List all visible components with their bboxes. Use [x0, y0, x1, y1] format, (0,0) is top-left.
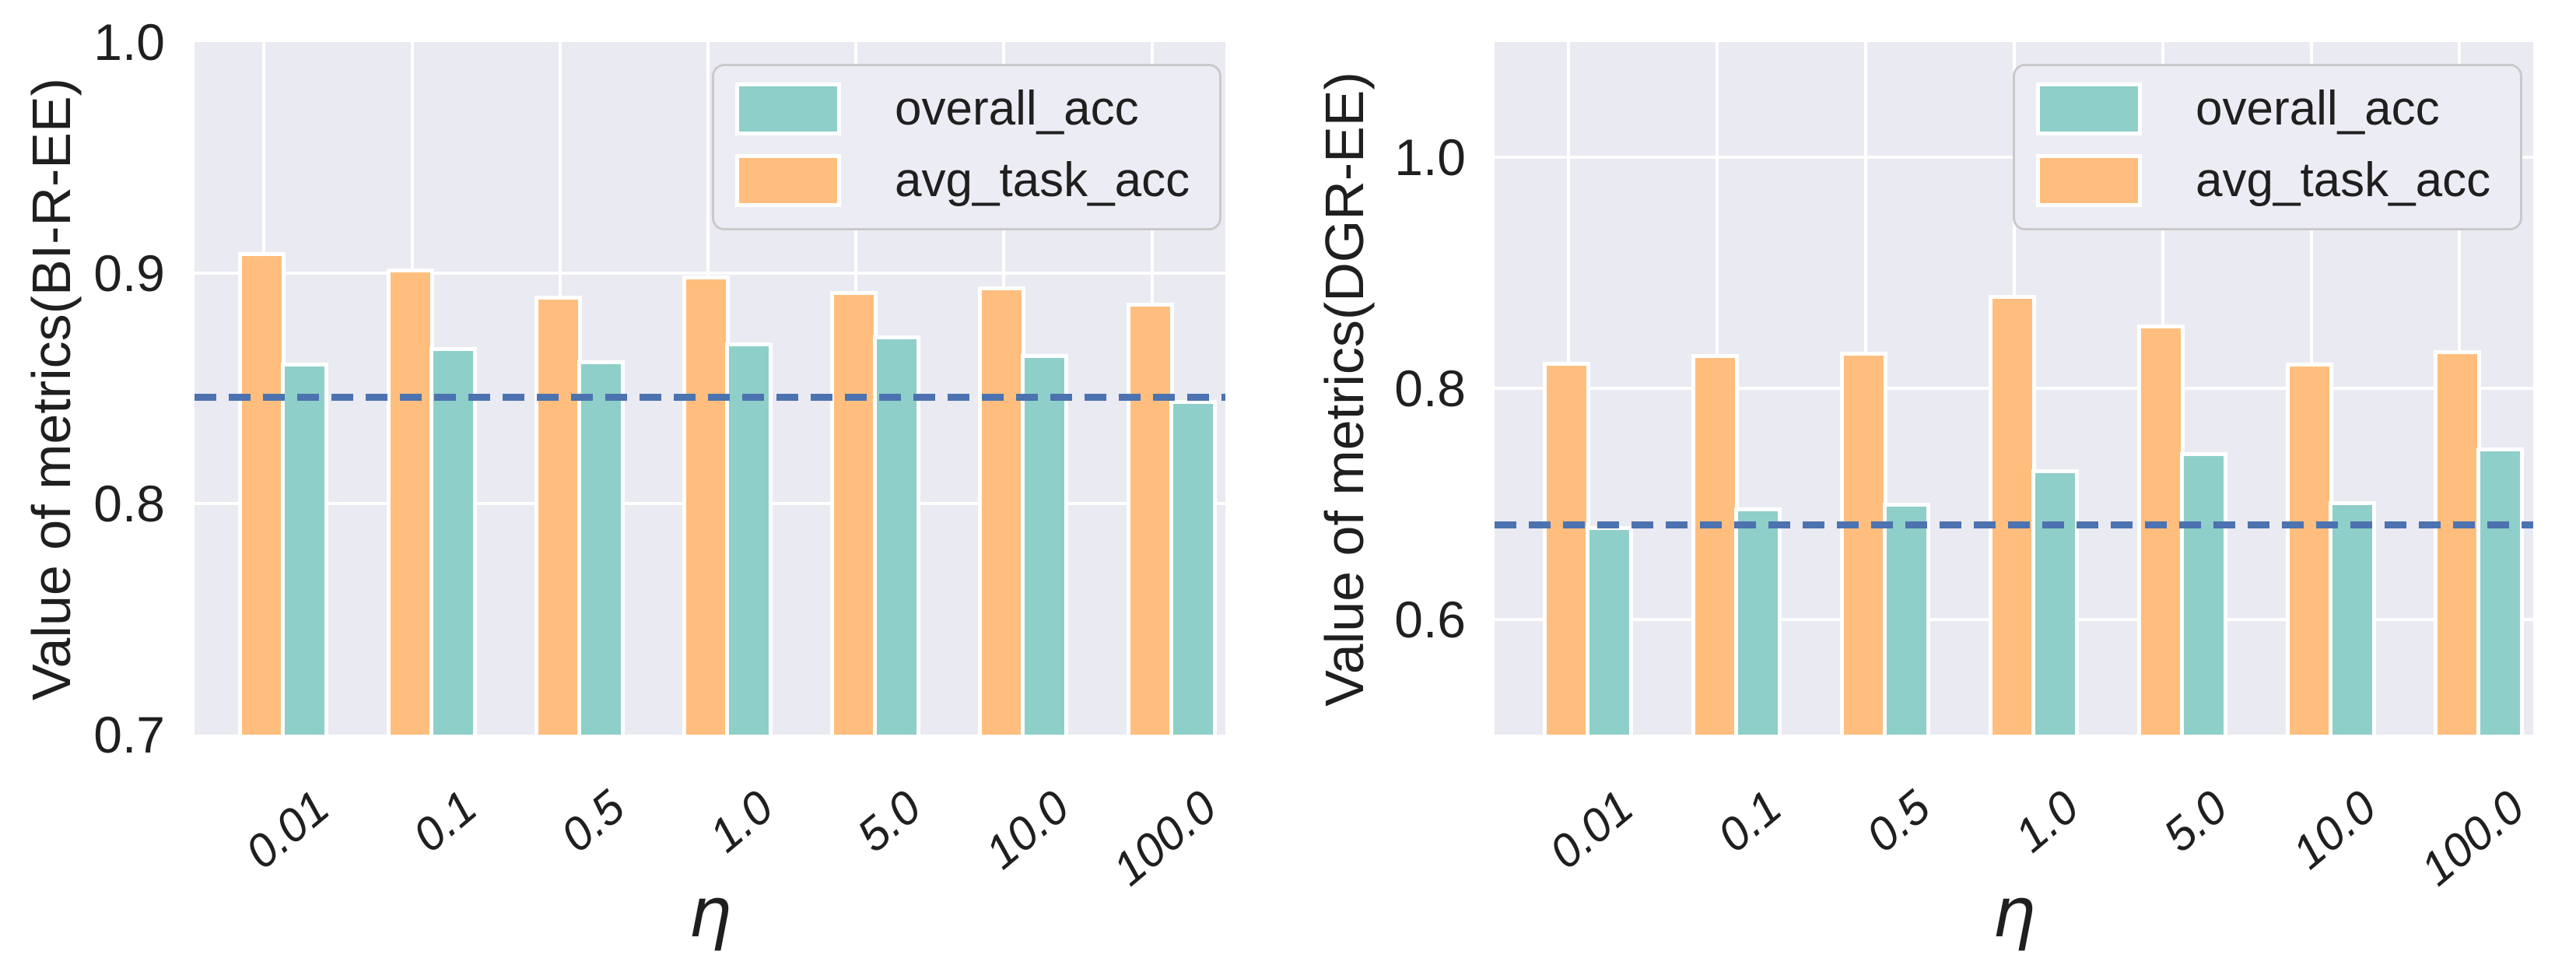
bar-avg-task-acc: [978, 286, 1026, 735]
bar-avg-task-acc: [1988, 294, 2036, 735]
y-tick-label: 0.9: [93, 244, 165, 302]
bar-avg-task-acc: [1543, 361, 1590, 735]
bar-overall-acc: [1586, 525, 1633, 735]
x-tick-label: 10.0: [975, 780, 1079, 879]
bar-avg-task-acc: [1691, 353, 1739, 735]
y-tick-label: 1.0: [93, 13, 165, 71]
bar-overall-acc: [1733, 507, 1782, 735]
y-tick-label: 0.6: [1394, 590, 1466, 648]
bar-overall-acc: [873, 335, 921, 735]
legend-swatch-avg-task-acc: [735, 154, 841, 207]
x-tick-label: 1.0: [2005, 780, 2089, 862]
baseline-dashed-line: [1495, 521, 2533, 528]
x-tick-label: 100.0: [2411, 780, 2535, 896]
legend-label: overall_acc: [2196, 82, 2440, 135]
baseline-dashed-line: [195, 394, 1225, 402]
x-tick-label: 100.0: [1103, 780, 1227, 896]
bar-overall-acc: [1882, 502, 1930, 735]
x-tick-label: 5.0: [846, 780, 931, 862]
bar-avg-task-acc: [2285, 363, 2333, 735]
x-tick-label: 0.1: [1708, 780, 1792, 862]
legend-label: avg_task_acc: [2196, 153, 2491, 207]
x-axis-label: η: [1992, 872, 2036, 953]
bar-avg-task-acc: [2136, 325, 2185, 735]
bar-overall-acc: [1021, 353, 1069, 735]
x-tick-label: 1.0: [699, 780, 783, 862]
bar-avg-task-acc: [238, 251, 286, 735]
x-tick-label: 10.0: [2282, 780, 2386, 879]
y-axis-label: Value of metrics(BI-R-EE): [21, 78, 82, 700]
y-axis-label: Value of metrics(DGR-EE): [1314, 72, 1375, 707]
bar-overall-acc: [2328, 501, 2376, 735]
bar-avg-task-acc: [1839, 351, 1887, 735]
x-tick-label: 0.01: [235, 780, 339, 879]
x-tick-label: 0.1: [403, 780, 487, 862]
bar-overall-acc: [725, 342, 773, 735]
legend-swatch-avg-task-acc: [2036, 154, 2142, 207]
legend-label: avg_task_acc: [895, 153, 1190, 207]
legend-swatch-overall-acc: [2036, 82, 2142, 135]
x-tick-label: 0.5: [551, 780, 635, 862]
bar-avg-task-acc: [830, 291, 878, 735]
bar-overall-acc: [429, 346, 477, 735]
y-tick-label: 0.7: [93, 706, 165, 763]
x-tick-label: 0.5: [1856, 780, 1940, 862]
legend-swatch-overall-acc: [735, 82, 841, 135]
bar-avg-task-acc: [2434, 350, 2482, 735]
x-axis-label: η: [688, 872, 732, 953]
bar-overall-acc: [2031, 468, 2079, 735]
bar-overall-acc: [2179, 451, 2227, 735]
bar-overall-acc: [1169, 399, 1217, 735]
bar-avg-task-acc: [534, 296, 582, 735]
horizontal-gridline: [195, 271, 1225, 275]
bar-avg-task-acc: [386, 268, 434, 735]
bar-overall-acc: [281, 363, 329, 735]
bar-overall-acc: [577, 360, 625, 735]
y-tick-label: 0.8: [93, 475, 165, 533]
y-tick-label: 0.8: [1394, 360, 1466, 417]
y-tick-label: 1.0: [1394, 128, 1466, 187]
x-tick-label: 5.0: [2154, 780, 2238, 862]
bar-avg-task-acc: [682, 275, 730, 735]
legend-label: overall_acc: [895, 82, 1139, 135]
bar-overall-acc: [2476, 447, 2525, 735]
x-tick-label: 0.01: [1540, 780, 1643, 879]
bar-avg-task-acc: [1126, 303, 1174, 735]
